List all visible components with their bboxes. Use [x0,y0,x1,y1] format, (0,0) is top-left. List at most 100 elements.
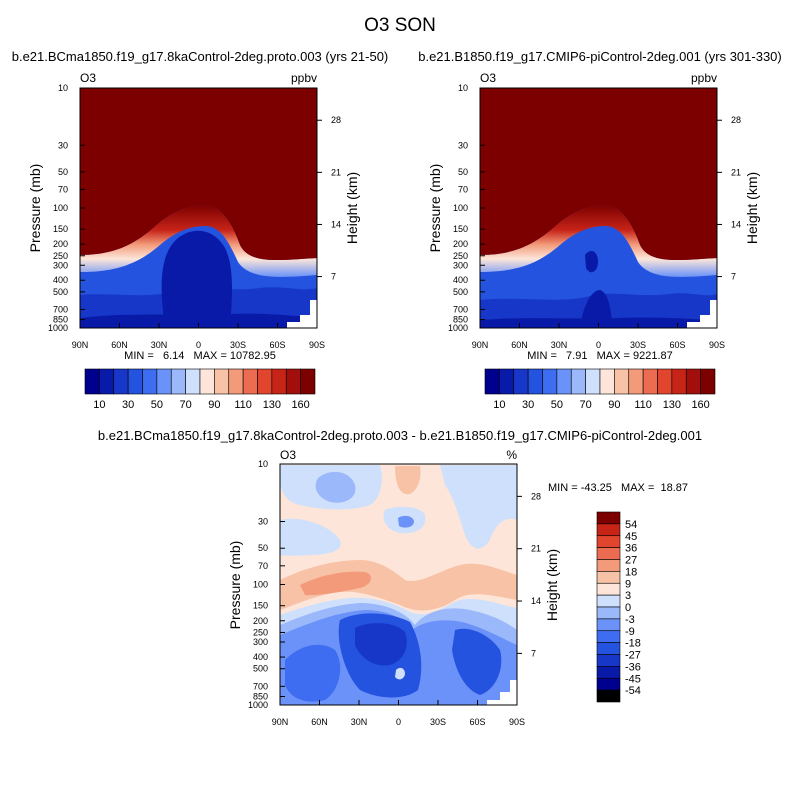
colorbar-swatch [596,606,621,620]
figure-title: O3 SON [364,15,436,36]
colorbar-label: 110 [234,399,252,411]
pressure-tick-label: 1000 [248,700,268,710]
colorbar-swatch [596,630,621,643]
x-tick-label: 30N [151,340,168,350]
colorbar-swatch [596,654,621,667]
height-tick-label: 21 [731,167,741,177]
panel-difference-colorbar: 54 45 36 27 18 9 3 0 -3 -9 -18 -27 -36 -… [596,511,641,703]
pressure-tick-label: 50 [258,543,268,553]
panel-difference-field [280,464,517,705]
panel-difference-x-axis: 90N 60N 30N 0 30S 60S 90S [272,717,525,727]
panel-case-stats: MIN = 6.14 MAX = 10782.95 [124,350,276,362]
pressure-tick-label: 200 [453,239,468,249]
pressure-tick-label: 1000 [448,323,468,333]
colorbar-swatch [671,368,687,395]
colorbar-swatch [596,689,621,703]
height-tick-label: 21 [331,167,341,177]
colorbar-label: 10 [493,399,505,411]
pressure-axis-label: Pressure (mb) [427,164,443,253]
field-troposphere-negative-left [285,644,341,702]
panel-difference-height-axis: 28 21 14 7 [531,491,541,658]
pressure-tick-label: 70 [458,184,468,194]
panel-difference-pressure-axis: 10 30 50 70 100 150 200 250 300 400 500 … [248,459,268,710]
height-tick-label: 14 [331,219,341,229]
colorbar-label: 9 [625,578,631,590]
height-axis-label: Height (km) [344,172,360,244]
panel-control-height-axis: 28 21 14 7 [731,115,741,281]
x-tick-label: 60N [511,340,528,350]
field-mid-negative-left [280,518,341,556]
panel-difference-stats: MIN = -43.25 MAX = 18.87 [548,482,688,494]
colorbar-swatch [596,547,621,560]
field-center-negative-core [398,515,414,528]
panel-control-colorbar: 10 30 50 70 90 110 130 160 [484,368,716,411]
pressure-tick-label: 400 [253,652,268,662]
pressure-tick-label: 250 [253,627,268,637]
colorbar-swatch [628,368,644,395]
colorbar-swatch [599,368,615,395]
x-tick-label: 60N [111,340,128,350]
pressure-tick-label: 850 [453,315,468,325]
field-troposphere-negative-max [355,623,407,666]
colorbar-swatch [596,642,621,655]
panel-case-title: b.e21.BCma1850.f19_g17.8kaControl-2deg.p… [12,49,389,64]
field-tropopause-gradient [480,205,717,277]
colorbar-label: -45 [625,673,641,685]
colorbar-label: 130 [263,399,281,411]
colorbar-swatch [556,368,572,395]
pressure-tick-label: 700 [53,304,68,314]
colorbar-swatch [657,368,673,395]
colorbar-swatch [228,368,244,395]
colorbar-swatch [271,368,287,395]
colorbar-label: 0 [625,602,631,614]
colorbar-swatch [127,368,143,395]
colorbar-swatch [300,368,316,395]
colorbar-label: -27 [625,650,641,662]
colorbar-label: -3 [625,614,635,626]
panel-control: b.e21.B1850.f19_g17.CMIP6-piControl-2deg… [418,49,782,411]
pressure-tick-label: 150 [53,224,68,234]
panel-control-title: b.e21.B1850.f19_g17.CMIP6-piControl-2deg… [418,49,782,64]
x-tick-label: 90N [72,340,89,350]
colorbar-label: 160 [291,399,309,411]
pressure-tick-label: 100 [453,203,468,213]
colorbar-label: 110 [634,399,652,411]
pressure-axis-label: Pressure (mb) [27,164,43,253]
colorbar-swatch [700,368,716,395]
colorbar-label: 50 [551,399,563,411]
panel-control-variable: O3 [480,71,496,85]
colorbar-swatch [257,368,273,395]
pressure-tick-label: 500 [453,287,468,297]
x-tick-label: 90N [472,340,489,350]
colorbar-swatch [142,368,158,395]
height-tick-label: 7 [731,272,736,282]
colorbar-swatch [596,559,621,572]
colorbar-swatch [596,677,621,691]
pressure-tick-label: 10 [458,83,468,93]
x-tick-label: 30N [551,340,568,350]
pressure-tick-label: 50 [458,167,468,177]
colorbar-label: 70 [580,399,592,411]
colorbar-swatch [156,368,172,395]
pressure-tick-label: 500 [253,664,268,674]
colorbar-swatch [596,535,621,548]
colorbar-label: 30 [522,399,534,411]
x-tick-label: 30S [430,717,446,727]
height-tick-label: 14 [531,596,541,606]
panel-control-x-axis: 90N 60N 30N 0 30S 60S 90S [472,340,725,350]
colorbar-swatch [242,368,258,395]
colorbar-label: 27 [625,555,637,567]
colorbar-swatch [113,368,129,395]
field-upper-negative-right [440,465,517,549]
pressure-tick-label: 300 [453,260,468,270]
colorbar-swatch [596,618,621,632]
field-stratosphere [480,88,717,261]
height-axis-label: Height (km) [544,549,560,621]
pressure-tick-label: 70 [258,561,268,571]
x-tick-label: 60S [269,340,285,350]
colorbar-swatch [596,571,621,584]
pressure-tick-label: 700 [453,304,468,314]
height-tick-label: 28 [531,491,541,501]
panel-case-variable: O3 [80,71,96,85]
